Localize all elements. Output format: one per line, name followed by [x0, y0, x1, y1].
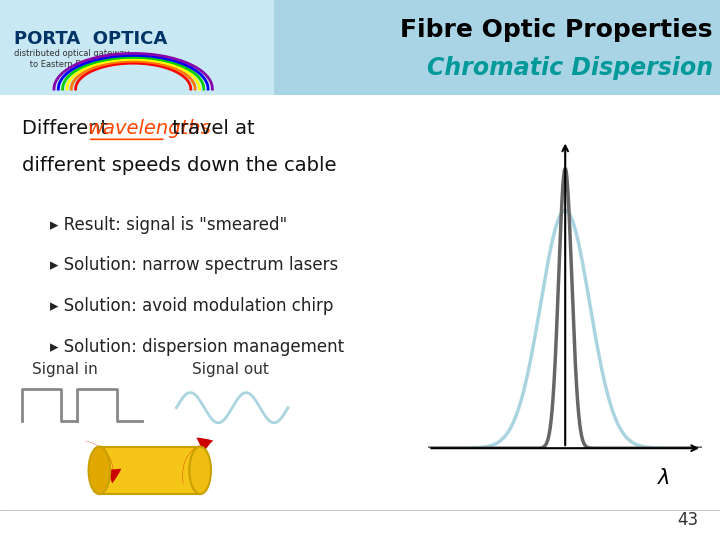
Text: Different: Different — [22, 119, 114, 138]
Text: different speeds down the cable: different speeds down the cable — [22, 156, 336, 174]
Ellipse shape — [89, 447, 110, 494]
Text: ▸ Solution: avoid modulation chirp: ▸ Solution: avoid modulation chirp — [50, 297, 334, 315]
Text: 43: 43 — [678, 511, 698, 529]
Ellipse shape — [189, 447, 211, 494]
Text: ▸ Solution: dispersion management: ▸ Solution: dispersion management — [50, 338, 345, 355]
FancyBboxPatch shape — [0, 0, 720, 94]
FancyBboxPatch shape — [99, 447, 200, 494]
FancyArrowPatch shape — [182, 437, 213, 483]
Text: λ: λ — [657, 468, 670, 488]
Text: Fibre Optic Properties: Fibre Optic Properties — [400, 18, 713, 42]
Text: ▸ Solution: narrow spectrum lasers: ▸ Solution: narrow spectrum lasers — [50, 256, 338, 274]
Text: travel at: travel at — [166, 119, 254, 138]
Text: Signal out: Signal out — [192, 362, 269, 377]
Text: Chromatic Dispersion: Chromatic Dispersion — [427, 56, 713, 80]
FancyBboxPatch shape — [0, 0, 274, 94]
FancyArrowPatch shape — [86, 441, 122, 483]
Text: PORTA  OPTICA: PORTA OPTICA — [14, 30, 168, 48]
Text: distributed optical gateway
      to Eastern Europe: distributed optical gateway to Eastern E… — [14, 50, 130, 69]
Text: ▸ Result: signal is "smeared": ▸ Result: signal is "smeared" — [50, 216, 288, 234]
Text: Signal in: Signal in — [32, 362, 98, 377]
Text: wavelengths: wavelengths — [88, 119, 212, 138]
